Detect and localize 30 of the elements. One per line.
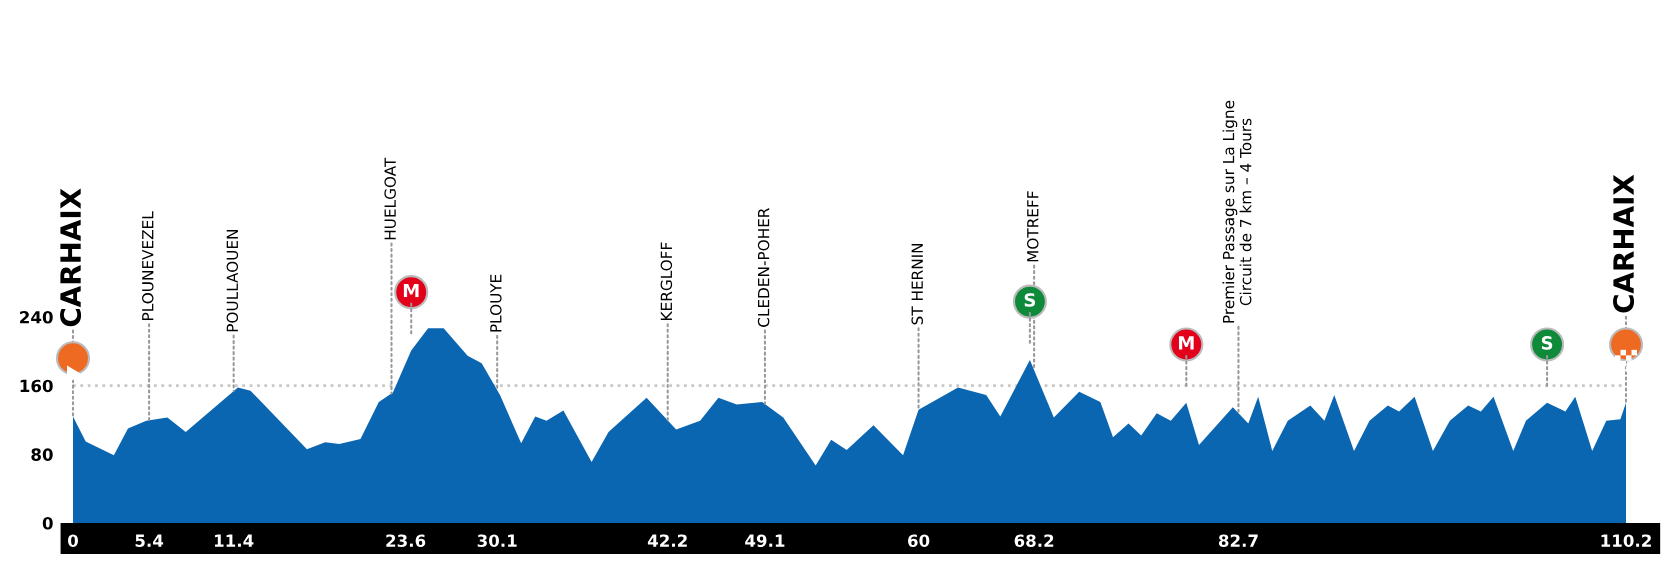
- x-tick-label: 11.4: [214, 534, 254, 547]
- x-tick-label: 49.1: [745, 534, 785, 548]
- annotation: CARHAIX: [1613, 174, 1635, 313]
- annotation: M: [1178, 336, 1194, 350]
- x-tick-label: 68.2: [1014, 534, 1054, 548]
- y-tick-label: 160: [20, 379, 53, 393]
- annotation: CLEDEN-POHER: [757, 208, 770, 327]
- y-tick-label: 240: [20, 310, 53, 324]
- x-tick-label: 23.6: [386, 534, 426, 548]
- x-tick-label: 110.2: [1601, 534, 1651, 548]
- x-tick-label: 30.1: [477, 534, 517, 548]
- annotation: CARHAIX: [60, 188, 82, 327]
- x-tick-label: 60: [907, 534, 930, 548]
- annotation: PLOUNEVEZEL: [141, 211, 154, 320]
- x-tick-label: 42.2: [647, 534, 687, 547]
- annotation: KERGLOFF: [660, 242, 673, 320]
- x-tick-label: 0: [68, 534, 78, 548]
- annotation: ST HERNIN: [911, 243, 923, 325]
- annotation: M: [403, 283, 419, 298]
- y-tick-label: 0: [42, 516, 53, 530]
- annotation: POULLAOUEN: [226, 230, 239, 332]
- annotation: MOTREFF: [1026, 191, 1039, 262]
- x-tick-label: 5.4: [135, 534, 164, 548]
- x-tick-label: 82.7: [1218, 534, 1258, 548]
- annotation: PLOUYE: [490, 274, 502, 332]
- annotation: S: [1541, 336, 1553, 350]
- annotation: Premier Passage sur La Ligne Circuit de 7 km – 4 Tours: [1222, 100, 1252, 323]
- annotation: S: [1024, 293, 1036, 307]
- annotation: HUELGOAT: [384, 157, 396, 240]
- y-tick-label: 80: [31, 448, 53, 461]
